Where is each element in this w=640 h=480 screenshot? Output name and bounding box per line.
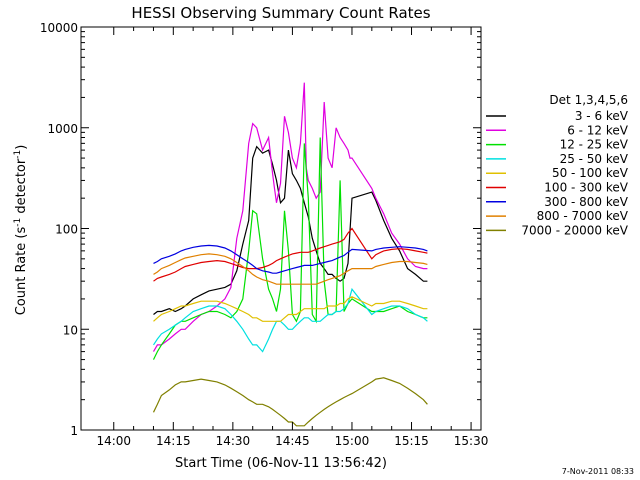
series-line — [152, 377, 428, 427]
x-tick-label: 14:45 — [275, 434, 310, 448]
x-tick-label: 14:30 — [216, 434, 251, 448]
series-line — [153, 296, 428, 322]
plot-frame — [80, 26, 482, 431]
legend-label: 12 - 25 keV — [560, 138, 629, 152]
legend-label: 3 - 6 keV — [575, 109, 629, 123]
y-axis-label-main: Count Rate (s — [14, 227, 29, 316]
x-tick-label: 15:30 — [454, 434, 489, 448]
legend-title: Det 1,3,4,5,6 — [549, 93, 628, 107]
y-tick-label: 1000 — [47, 122, 78, 136]
axes: 14:00 14:15 14:30 14:45 15:00 15:15 15:30 1 10 10… — [40, 21, 489, 448]
series-line — [153, 253, 428, 285]
series-line — [153, 227, 428, 282]
series-line — [152, 287, 428, 353]
x-tick-label: 15:00 — [335, 434, 370, 448]
series-line — [153, 145, 428, 315]
series-line — [153, 244, 428, 274]
y-axis-label-sup2: -1 — [13, 150, 23, 159]
y-axis-label-mid: detector — [14, 158, 29, 218]
legend-label: 25 - 50 keV — [560, 152, 629, 166]
y-tick-label: 10 — [63, 323, 78, 337]
y-axis-label: Count Rate (s-1 detector-1) — [13, 145, 29, 316]
y-axis-label-sup1: -1 — [13, 218, 23, 227]
y-axis-label-end: ) — [14, 145, 29, 150]
legend-label: 6 - 12 keV — [567, 123, 629, 137]
y-tick-label: 1 — [70, 424, 78, 438]
footer-timestamp: 7-Nov-2011 08:33 — [562, 467, 634, 476]
chart-title: HESSI Observing Summary Count Rates — [131, 4, 430, 22]
x-axis-label: Start Time (06-Nov-11 13:56:42) — [175, 456, 387, 471]
legend-label: 50 - 100 keV — [552, 166, 629, 180]
legend-label: 7000 - 20000 keV — [521, 223, 628, 237]
legend-label: 100 - 300 keV — [544, 181, 628, 195]
x-tick-label: 15:15 — [394, 434, 429, 448]
series-line — [152, 137, 428, 360]
y-tick-label: 100 — [55, 223, 78, 237]
y-tick-label: 10000 — [40, 21, 78, 35]
x-tick-label: 14:00 — [96, 434, 131, 448]
legend-label: 300 - 800 keV — [544, 195, 628, 209]
series-layer — [152, 82, 428, 427]
legend-label: 800 - 7000 keV — [537, 209, 629, 223]
x-tick-label: 14:15 — [156, 434, 191, 448]
